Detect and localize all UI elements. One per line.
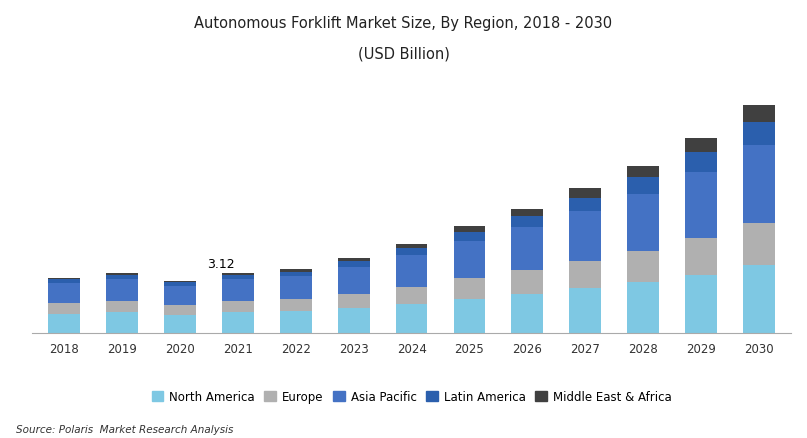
Bar: [164, 315, 196, 333]
Bar: [454, 227, 485, 233]
Bar: [685, 276, 717, 333]
Bar: [512, 216, 543, 228]
Bar: [106, 313, 138, 333]
Bar: [743, 266, 775, 333]
Bar: [280, 276, 312, 299]
Bar: [395, 304, 428, 333]
Bar: [338, 262, 370, 268]
Bar: [222, 301, 253, 313]
Bar: [338, 268, 370, 294]
Bar: [48, 314, 80, 333]
Bar: [222, 279, 253, 301]
Bar: [280, 272, 312, 276]
Bar: [48, 283, 80, 304]
Bar: [106, 273, 138, 275]
Bar: [338, 259, 370, 262]
Legend: North America, Europe, Asia Pacific, Latin America, Middle East & Africa: North America, Europe, Asia Pacific, Lat…: [147, 385, 676, 408]
Bar: [570, 212, 601, 261]
Bar: [570, 198, 601, 212]
Bar: [743, 145, 775, 223]
Bar: [512, 228, 543, 270]
Bar: [164, 305, 196, 315]
Bar: [338, 294, 370, 308]
Bar: [454, 242, 485, 279]
Bar: [512, 294, 543, 333]
Bar: [454, 279, 485, 299]
Bar: [512, 270, 543, 294]
Bar: [627, 194, 659, 251]
Bar: [222, 313, 253, 333]
Text: Source: Polaris  Market Research Analysis: Source: Polaris Market Research Analysis: [16, 424, 233, 434]
Bar: [106, 275, 138, 279]
Bar: [164, 283, 196, 286]
Bar: [106, 279, 138, 301]
Bar: [685, 153, 717, 172]
Bar: [685, 172, 717, 239]
Bar: [48, 304, 80, 314]
Bar: [570, 289, 601, 333]
Bar: [48, 278, 80, 279]
Bar: [106, 301, 138, 313]
Bar: [627, 178, 659, 194]
Bar: [280, 270, 312, 272]
Bar: [164, 286, 196, 305]
Bar: [395, 287, 428, 304]
Bar: [338, 308, 370, 333]
Bar: [685, 239, 717, 276]
Text: Autonomous Forklift Market Size, By Region, 2018 - 2030: Autonomous Forklift Market Size, By Regi…: [194, 16, 613, 31]
Bar: [454, 233, 485, 242]
Bar: [280, 312, 312, 333]
Bar: [222, 273, 253, 275]
Bar: [395, 244, 428, 249]
Bar: [454, 299, 485, 333]
Bar: [627, 283, 659, 333]
Bar: [627, 251, 659, 283]
Bar: [627, 167, 659, 178]
Bar: [222, 275, 253, 279]
Bar: [743, 106, 775, 123]
Bar: [280, 299, 312, 312]
Bar: [743, 123, 775, 145]
Text: (USD Billion): (USD Billion): [358, 46, 449, 61]
Bar: [570, 189, 601, 198]
Bar: [743, 223, 775, 266]
Text: 3.12: 3.12: [207, 258, 234, 271]
Bar: [570, 261, 601, 289]
Bar: [395, 256, 428, 287]
Bar: [164, 281, 196, 283]
Bar: [512, 209, 543, 216]
Bar: [48, 279, 80, 283]
Bar: [395, 249, 428, 256]
Bar: [685, 139, 717, 153]
